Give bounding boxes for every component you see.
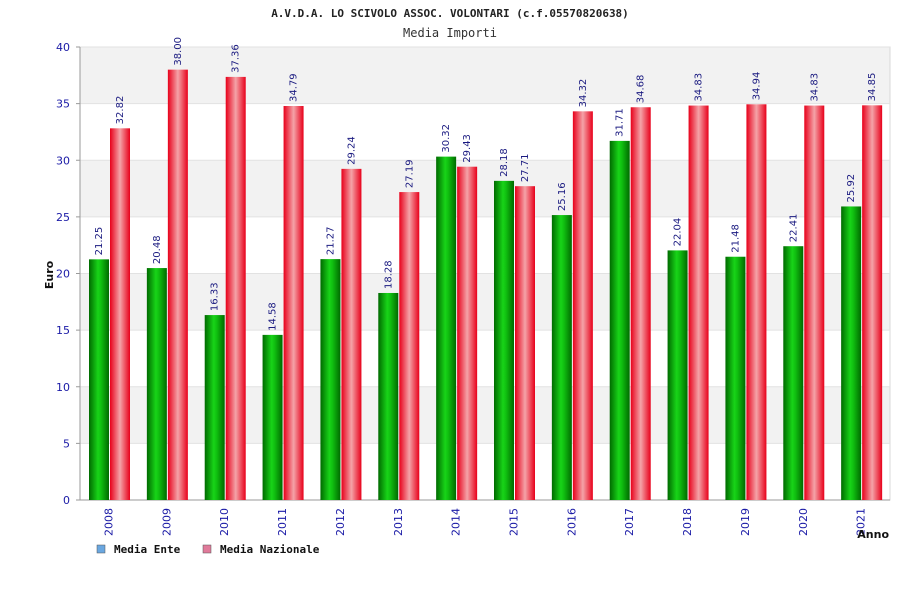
- chart-subtitle: Media Importi: [403, 26, 497, 40]
- legend-swatch: [96, 544, 106, 554]
- bar-value-label: 32.82: [115, 96, 126, 125]
- bar: [725, 256, 746, 500]
- bar: [746, 104, 767, 500]
- y-tick-label: 40: [56, 41, 70, 54]
- y-axis-title: Euro: [43, 260, 56, 289]
- bar: [630, 107, 651, 501]
- bar-value-label: 34.32: [578, 79, 589, 108]
- bar-value-label: 30.32: [441, 124, 452, 153]
- bar: [457, 166, 478, 500]
- x-tick-label: 2008: [103, 508, 116, 536]
- x-tick-label: 2021: [855, 508, 868, 536]
- legend-label: Media Nazionale: [220, 543, 320, 556]
- bar-value-label: 34.83: [694, 73, 705, 102]
- bar-value-label: 27.19: [404, 159, 415, 188]
- bar-value-label: 25.92: [846, 174, 857, 203]
- y-tick-label: 30: [56, 154, 70, 167]
- x-tick-label: 2012: [334, 508, 347, 536]
- plot-band: [80, 386, 890, 444]
- bar-value-label: 38.00: [173, 37, 184, 66]
- bar: [862, 105, 883, 500]
- chart-title: A.V.D.A. LO SCIVOLO ASSOC. VOLONTARI (c.…: [271, 7, 629, 20]
- y-tick-label: 5: [63, 437, 70, 450]
- bar-value-label: 34.83: [809, 73, 820, 102]
- bar-value-label: 29.24: [346, 136, 357, 165]
- x-tick-label: 2020: [797, 508, 810, 536]
- bar: [378, 292, 399, 500]
- plot-band: [80, 160, 890, 217]
- x-axis-title: Anno: [857, 528, 889, 541]
- x-tick-label: 2015: [508, 508, 521, 536]
- bar-value-label: 22.04: [673, 218, 684, 247]
- bar: [572, 111, 593, 501]
- bar: [804, 105, 825, 501]
- x-tick-label: 2017: [623, 508, 636, 536]
- x-tick-label: 2011: [276, 508, 289, 536]
- bar: [667, 250, 688, 500]
- y-tick-label: 20: [56, 268, 70, 281]
- bar: [688, 105, 709, 501]
- bar: [167, 69, 188, 501]
- bar: [110, 128, 130, 500]
- bar-value-label: 34.79: [289, 73, 300, 102]
- x-tick-label: 2014: [450, 508, 463, 536]
- bars: 21.25 32.82 20.48 38.00 16.33 37.36 14.58 34.79…: [89, 37, 883, 501]
- legend: Media Ente Media Nazionale: [96, 543, 320, 556]
- bar-value-label: 14.58: [268, 302, 279, 331]
- bar: [515, 186, 535, 500]
- bar-value-label: 22.41: [788, 214, 799, 243]
- bar: [225, 76, 246, 500]
- x-tick-label: 2016: [565, 508, 578, 536]
- bar: [494, 180, 514, 500]
- x-tick-label: 2010: [218, 508, 231, 536]
- bar-value-label: 21.27: [325, 226, 336, 255]
- x-axis-ticks: 2008 2009 2010 2011 2012 2013 2014 2015 2016 2017…: [103, 508, 868, 536]
- y-tick-label: 10: [56, 381, 70, 394]
- bar-value-label: 18.28: [383, 260, 394, 289]
- bar: [320, 259, 341, 500]
- bar-value-label: 28.18: [499, 148, 510, 177]
- y-tick-label: 0: [63, 494, 70, 507]
- bar-value-label: 20.48: [152, 235, 163, 264]
- bar: [551, 215, 572, 501]
- bar: [146, 268, 167, 500]
- bar: [609, 140, 630, 500]
- bar-value-label: 27.71: [520, 154, 531, 183]
- y-tick-label: 25: [56, 211, 70, 224]
- bar: [399, 192, 420, 501]
- y-tick-label: 35: [56, 98, 70, 111]
- plot-band: [80, 273, 890, 331]
- legend-swatch: [202, 544, 212, 554]
- y-tick-label: 15: [56, 324, 70, 337]
- bar-value-label: 21.48: [730, 224, 741, 253]
- bar-value-label: 31.71: [615, 108, 626, 137]
- bar: [341, 168, 362, 500]
- bar: [283, 106, 304, 501]
- bar-value-label: 25.16: [557, 182, 568, 211]
- bar-value-label: 21.25: [94, 227, 105, 256]
- bar: [204, 315, 225, 500]
- bar-value-label: 16.33: [210, 282, 221, 311]
- bar: [436, 156, 457, 500]
- x-tick-label: 2009: [160, 508, 173, 536]
- legend-label: Media Ente: [114, 543, 181, 556]
- x-tick-label: 2019: [739, 508, 752, 536]
- bar-value-label: 37.36: [231, 44, 242, 73]
- bar: [89, 259, 109, 500]
- bar-value-label: 29.43: [462, 134, 473, 163]
- bar-value-label: 34.68: [636, 75, 647, 104]
- bar-value-label: 34.85: [867, 73, 878, 102]
- bar-value-label: 34.94: [751, 72, 762, 101]
- bar: [841, 206, 862, 500]
- bar: [262, 334, 283, 500]
- bar: [783, 246, 804, 500]
- x-tick-label: 2013: [392, 508, 405, 536]
- x-tick-label: 2018: [681, 508, 694, 536]
- plot-band: [80, 47, 890, 104]
